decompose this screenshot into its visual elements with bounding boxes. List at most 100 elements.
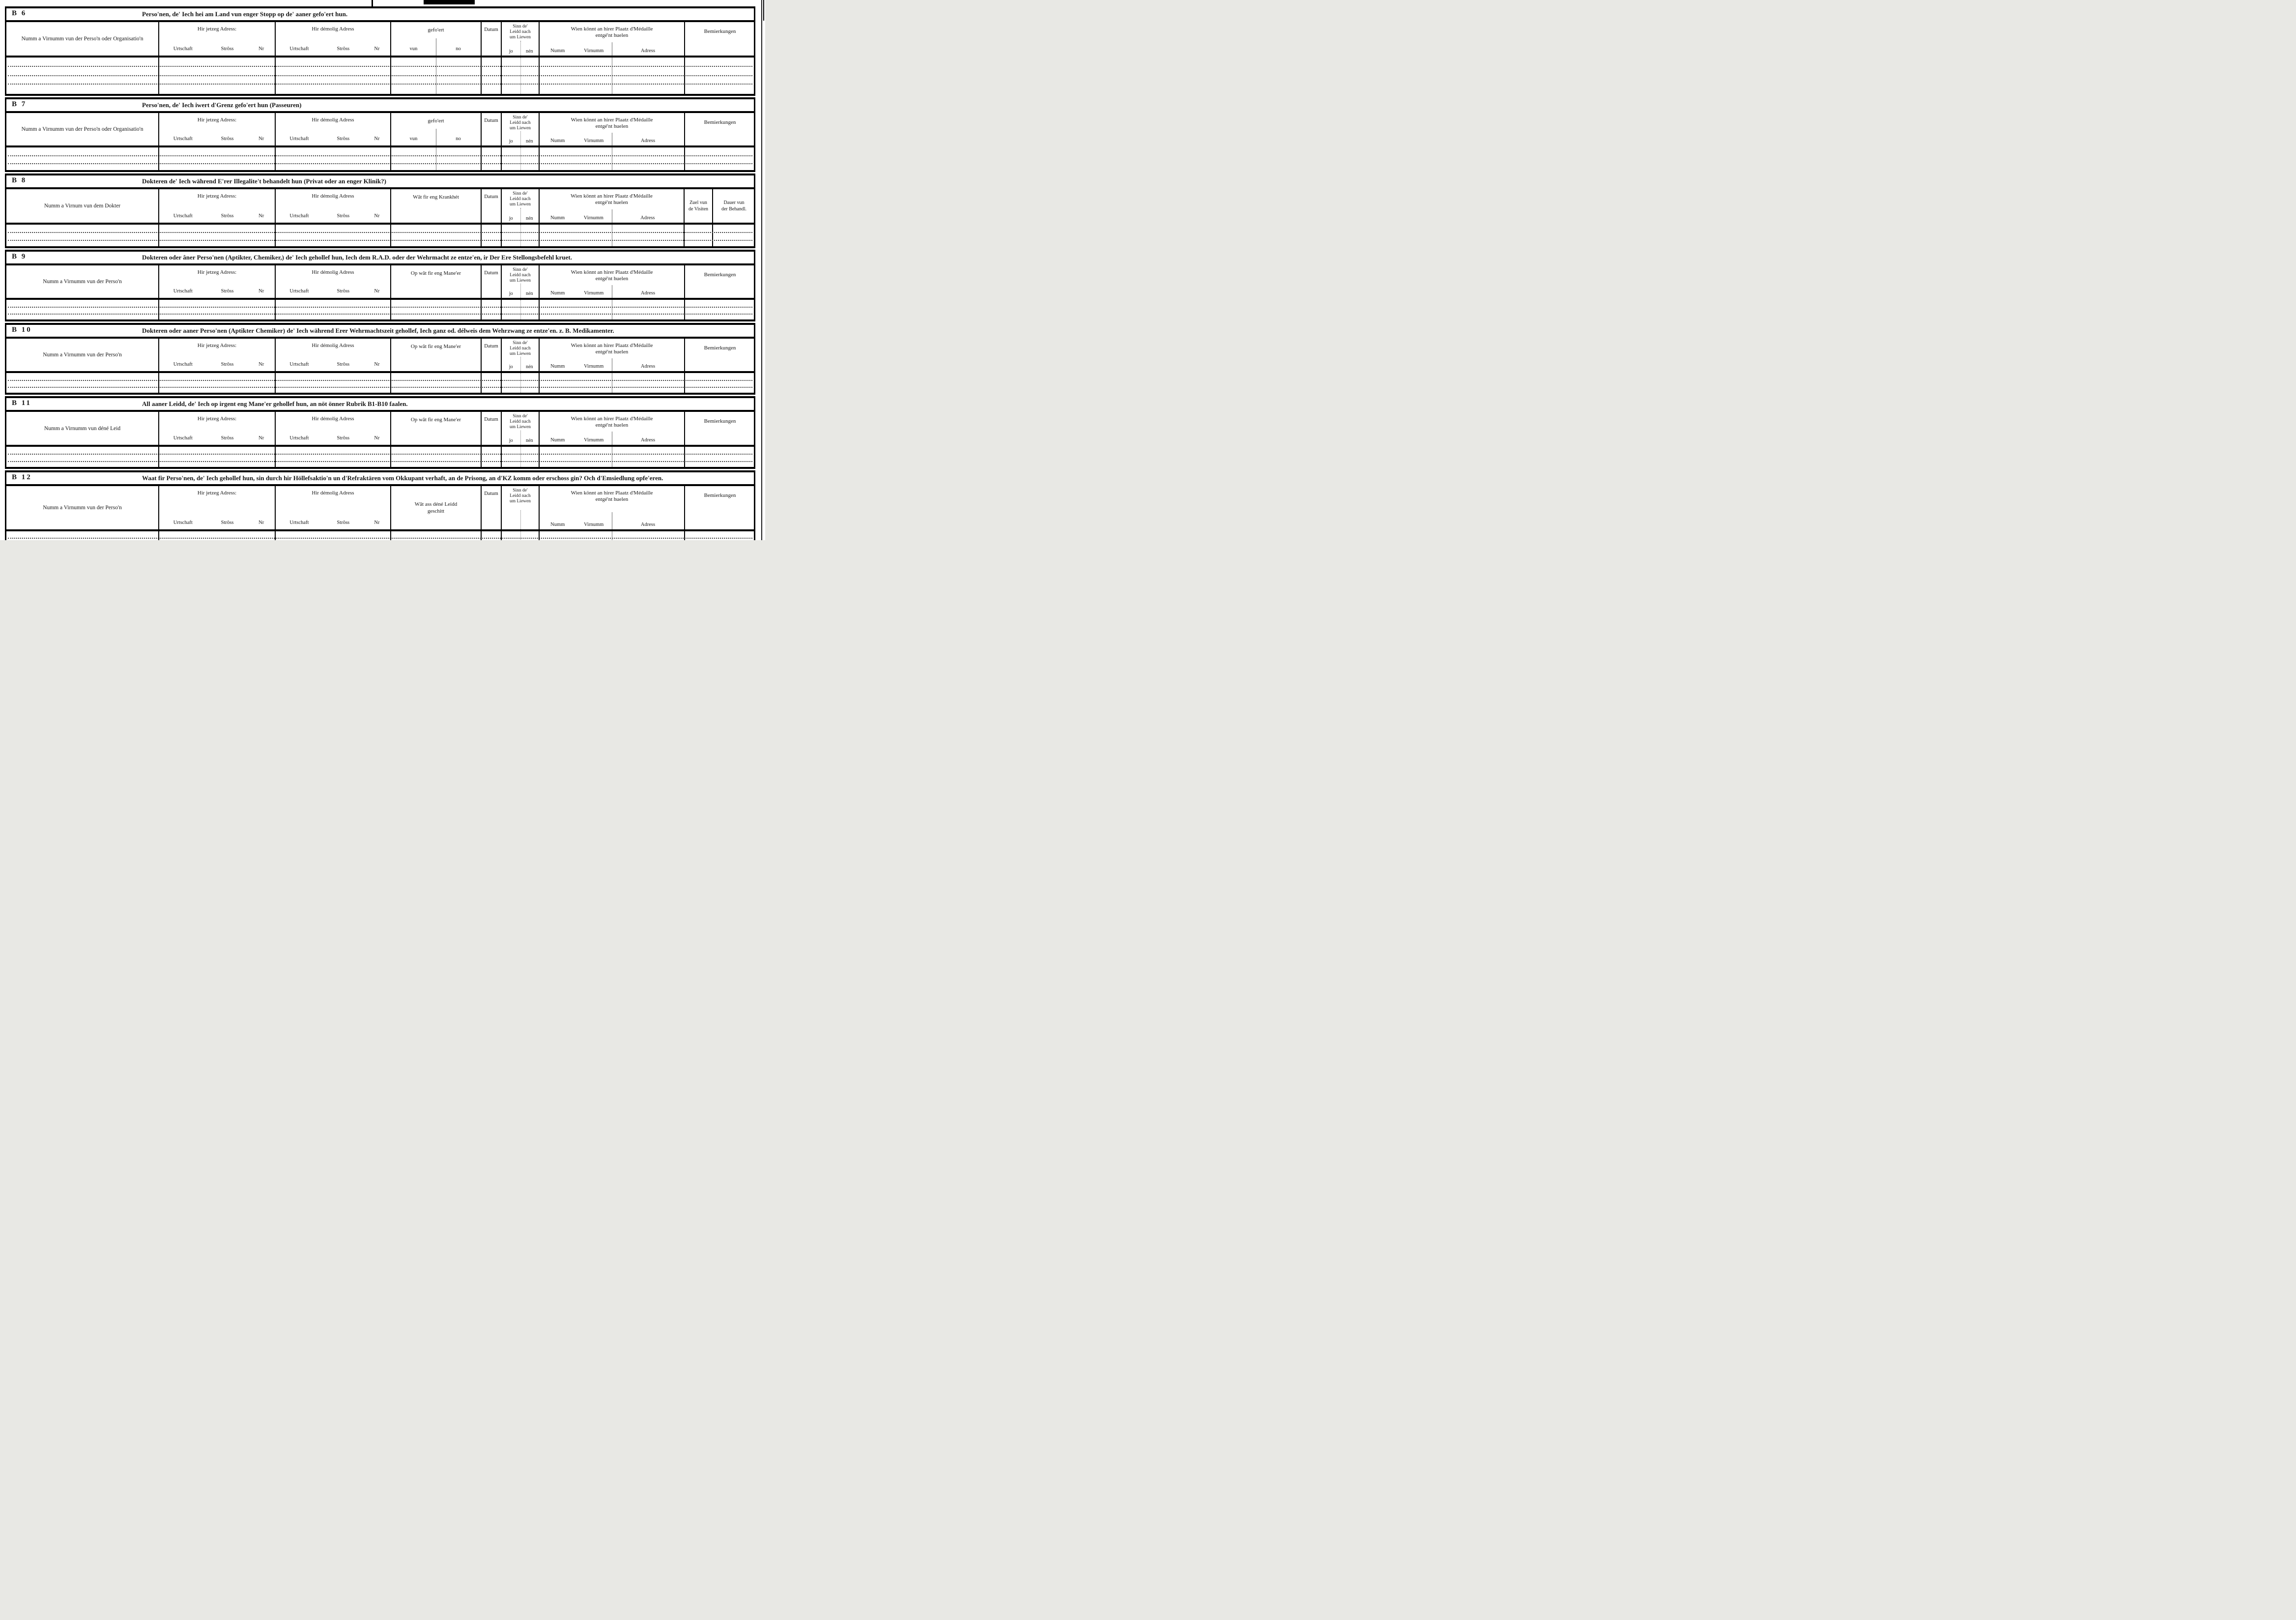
section-b9: B 9 Dokteren oder âner Perso'nen (Aptikt… <box>5 250 755 321</box>
col-name-header: Numm a Virnumm vun der Perso'n oder Orga… <box>6 113 158 145</box>
nr-label: Nr <box>374 46 380 52</box>
section-code: B 6 <box>12 9 27 17</box>
medal-label: Wien könnt an hirer Plaatz d'Médaille ent… <box>571 26 653 38</box>
col-date-header: Datum <box>481 265 501 298</box>
entry-line <box>8 155 752 156</box>
medal-label: Wien könnt an hirer Plaatz d'Médaille ent… <box>571 490 653 502</box>
urtschaft-label: Urtschaft <box>173 136 193 142</box>
name-header-label: Numm a Virnum vun dem Dokter <box>44 203 121 209</box>
col-medal-header: Wien könnt an hirer Plaatz d'Médaille ent… <box>539 113 684 145</box>
entry-line <box>8 163 752 165</box>
col-former-address-header: Hir démolig Adress Urtschaft Strôss Nr <box>275 22 390 56</box>
virnumm-label: Virnumm <box>584 364 604 369</box>
col-medal-header: Wien könnt an hirer Plaatz d'Médaille ent… <box>539 486 684 529</box>
medal-sublabels: Numm Virnumm Adress <box>540 138 684 144</box>
col-medal-header: Wien könnt an hirer Plaatz d'Médaille ent… <box>539 265 684 298</box>
virnumm-label: Virnumm <box>584 138 604 144</box>
alive-label: Sinn de' Leidd nach um Liewen <box>509 341 531 356</box>
datum-label: Datum <box>484 491 498 496</box>
now-address-label: Hir jetzeg Adress: <box>197 117 237 123</box>
col-alive-header: Sinn de' Leidd nach um Liewen jo nén <box>501 265 539 298</box>
former-address-label: Hir démolig Adress <box>312 490 354 496</box>
urtschaft-label: Urtschaft <box>173 435 193 441</box>
scan-artifact-page-edge <box>761 0 762 540</box>
entry-line <box>8 84 752 85</box>
medal-label: Wien könnt an hirer Plaatz d'Médaille ent… <box>571 343 653 355</box>
datum-label: Datum <box>484 417 498 422</box>
nen-label: nén <box>526 139 533 144</box>
alive-sublabels: jo nén <box>502 291 539 296</box>
column-gridlines <box>6 447 754 467</box>
section-title: Waat fir Perso'nen, de' Iech gehollef hu… <box>142 474 663 482</box>
stross-label: Strôss <box>337 213 350 219</box>
name-header-label: Numm a Virnumm vun der Perso'n <box>43 352 122 358</box>
urtschaft-label: Urtschaft <box>289 136 309 142</box>
col-manner-header: Op wât fir eng Mane'er <box>390 412 481 445</box>
medal-sublabels: Numm Virnumm Adress <box>540 48 684 54</box>
section-code: B 11 <box>12 399 31 407</box>
virnumm-label: Virnumm <box>584 290 604 296</box>
nen-label: nén <box>526 216 533 221</box>
dauer-label: Dauer vun der Behandl. <box>721 200 747 212</box>
col-remarks-header: Bemierkungen <box>684 265 755 298</box>
zuel-label: Zuel vun de Visiten <box>688 200 709 212</box>
virnumm-label: Virnumm <box>584 522 604 527</box>
col-now-address-header: Hir jetzeg Adress: Urtschaft Strôss Nr <box>158 189 275 223</box>
entry-rows-area <box>6 447 754 467</box>
alive-sublabels: jo nén <box>502 438 539 443</box>
name-header-label: Numm a Virnumm vun der Perso'n <box>43 279 122 285</box>
address-sublabels: Urtschaft Strôss Nr <box>276 46 390 52</box>
table-header: Numm a Virnumm vun der Perso'n Hir jetze… <box>6 265 754 300</box>
address-sublabels: Urtschaft Strôss Nr <box>276 213 390 219</box>
entry-rows-area <box>6 531 754 540</box>
col-illness-header: Wât fir eng Krankhét <box>390 189 481 223</box>
section-code: B 10 <box>12 326 32 334</box>
stross-label: Strôss <box>337 46 350 52</box>
section-title-bar: B 9 Dokteren oder âner Perso'nen (Aptikt… <box>6 252 754 265</box>
col-name-header: Numm a Virnumm vun der Perso'n <box>6 265 158 298</box>
nr-label: Nr <box>374 289 380 294</box>
no-label: no <box>456 46 461 52</box>
section-b6: B 6 Perso'nen, de' Iech hei am Land vun … <box>5 6 755 96</box>
alive-label: Sinn de' Leidd nach um Liewen <box>509 115 531 131</box>
col-name-header: Numm a Virnumm vun der Perso'n oder Orga… <box>6 22 158 56</box>
stross-label: Strôss <box>337 520 350 525</box>
virnumm-label: Virnumm <box>583 215 603 221</box>
alive-sublabels: jo nén <box>502 364 539 370</box>
table-header: Numm a Virnumm vun der Perso'n Hir jetze… <box>6 339 754 373</box>
numm-label: Numm <box>550 437 565 443</box>
datum-label: Datum <box>484 270 498 276</box>
address-sublabels: Urtschaft Strôss Nr <box>159 520 275 525</box>
col-former-address-header: Hir démolig Adress Urtschaft Strôss Nr <box>275 412 390 445</box>
section-title-bar: B 7 Perso'nen, de' Iech iwert d'Grenz ge… <box>6 99 754 113</box>
medal-label: Wien könnt an hirer Plaatz d'Médaille ent… <box>571 269 653 282</box>
gefoert-label: gefo'ert <box>428 27 444 33</box>
col-former-address-header: Hir démolig Adress Urtschaft Strôss Nr <box>275 113 390 145</box>
adress-label: Adress <box>640 364 656 369</box>
col-remarks-header: Bemierkungen <box>684 339 755 371</box>
entry-rows-area <box>6 225 754 246</box>
former-address-label: Hir démolig Adress <box>312 416 354 422</box>
nr-label: Nr <box>374 136 380 142</box>
col-alive-header: Sinn de' Leidd nach um Liewen jo nén <box>501 189 539 223</box>
section-code: B 12 <box>12 473 32 481</box>
bemierkungen-label: Bemierkungen <box>704 119 736 125</box>
stross-label: Strôss <box>337 136 350 142</box>
jo-label: jo <box>509 139 513 144</box>
numm-label: Numm <box>550 522 565 527</box>
jo-label: jo <box>509 438 513 443</box>
now-address-label: Hir jetzeg Adress: <box>197 26 237 32</box>
entry-line <box>8 314 752 315</box>
col-now-address-header: Hir jetzeg Adress: Urtschaft Strôss Nr <box>158 339 275 371</box>
maneer-label: Op wât fir eng Mane'er <box>410 417 461 423</box>
now-address-label: Hir jetzeg Adress: <box>197 490 237 496</box>
col-former-address-header: Hir démolig Adress Urtschaft Strôss Nr <box>275 265 390 298</box>
col-now-address-header: Hir jetzeg Adress: Urtschaft Strôss Nr <box>158 22 275 56</box>
jo-label: jo <box>509 291 513 296</box>
scanned-form-page: B 6 Perso'nen, de' Iech hei am Land vun … <box>0 0 765 540</box>
medal-label: Wien könnt an hirer Plaatz d'Médaille ent… <box>571 117 653 129</box>
section-code: B 9 <box>12 253 27 260</box>
nr-label: Nr <box>374 520 380 525</box>
alive-label: Sinn de' Leidd nach um Liewen <box>509 24 531 40</box>
section-title: Perso'nen, de' Iech iwert d'Grenz gefo'e… <box>142 101 302 109</box>
